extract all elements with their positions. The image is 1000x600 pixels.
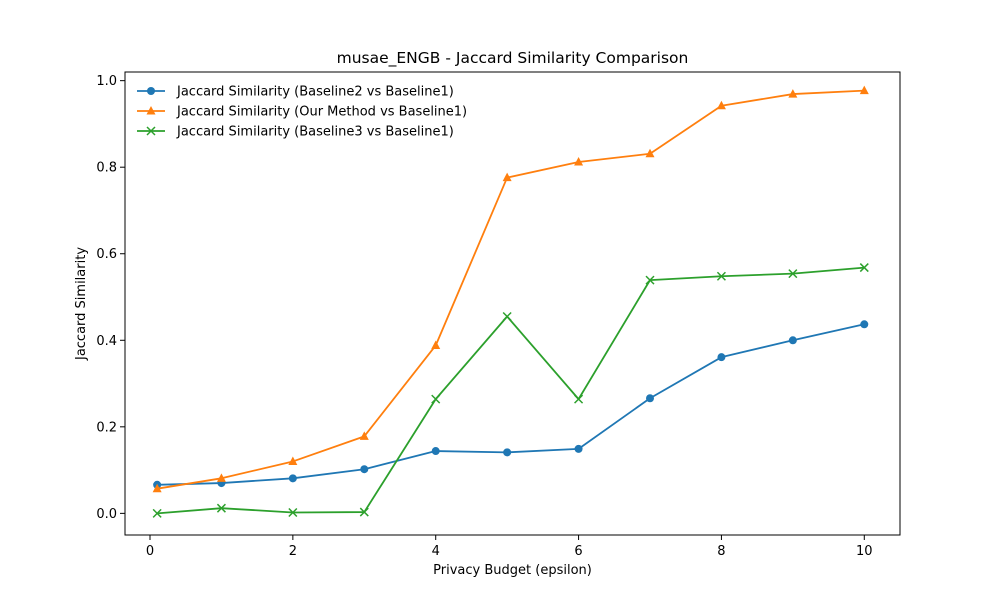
data-point-stroke [216, 503, 226, 513]
data-point-stroke [359, 507, 369, 517]
data-point [359, 507, 369, 517]
data-point [216, 473, 226, 482]
data-point [645, 275, 655, 285]
data-point [716, 100, 726, 110]
data-point-stroke [431, 394, 441, 404]
data-point [716, 271, 726, 281]
data-point [502, 172, 512, 182]
x-tick-label: 4 [432, 544, 440, 559]
data-point [147, 87, 155, 95]
data-point [152, 508, 162, 518]
data-point [574, 444, 583, 453]
data-point [146, 106, 156, 115]
series-1 [153, 320, 869, 489]
x-axis-title: Privacy Budget (epsilon) [433, 563, 592, 578]
data-point-stroke [574, 394, 584, 404]
series-3 [152, 263, 869, 518]
legend-item: Jaccard Similarity (Baseline2 vs Baselin… [137, 85, 454, 100]
x-tick-label: 10 [856, 544, 873, 559]
data-point [502, 311, 512, 322]
data-point [288, 507, 298, 518]
data-point [431, 447, 440, 456]
y-tick-label: 0.0 [96, 507, 117, 522]
data-point-stroke [788, 269, 798, 279]
data-point [859, 263, 869, 273]
data-point [146, 126, 156, 136]
data-point [431, 394, 441, 404]
data-point [574, 157, 584, 166]
data-point [859, 85, 869, 95]
x-tick-label: 8 [717, 544, 725, 559]
data-point [288, 474, 297, 483]
data-point [503, 448, 512, 457]
x-tick-label: 2 [289, 544, 297, 559]
legend-label: Jaccard Similarity (Baseline2 vs Baselin… [176, 85, 454, 100]
data-point [574, 394, 584, 404]
legend-label: Jaccard Similarity (Baseline3 vs Baselin… [176, 125, 454, 140]
legend-item: Jaccard Similarity (Baseline3 vs Baselin… [137, 125, 454, 140]
x-tick-label: 0 [146, 544, 154, 559]
data-point [360, 465, 369, 474]
data-point [216, 503, 226, 513]
y-tick-label: 0.4 [96, 334, 117, 349]
data-point-stroke [716, 271, 726, 281]
chart-title: musae_ENGB - Jaccard Similarity Comparis… [337, 49, 689, 68]
series-2 [152, 85, 869, 493]
data-point [288, 456, 298, 465]
data-point-stroke [502, 311, 512, 322]
data-point-stroke [152, 508, 162, 518]
y-tick-label: 1.0 [96, 74, 117, 89]
data-point-stroke [859, 263, 869, 273]
data-point [717, 353, 726, 362]
data-point-stroke [645, 275, 655, 285]
data-point [646, 394, 654, 403]
data-point [359, 431, 369, 440]
data-point-stroke [288, 507, 298, 518]
data-point [431, 340, 441, 349]
series-line [157, 266, 865, 515]
data-point [788, 336, 797, 345]
data-point [788, 269, 798, 279]
y-axis-title: Jaccard Similarity [74, 247, 89, 361]
series-line [156, 89, 865, 490]
y-tick-label: 0.2 [96, 420, 117, 435]
y-tick-label: 0.8 [96, 161, 117, 176]
y-tick-label: 0.6 [96, 247, 117, 262]
series-line [157, 323, 865, 486]
data-point [788, 89, 798, 98]
data-point-stroke [146, 126, 156, 136]
data-point [152, 483, 162, 493]
data-point [860, 320, 869, 329]
x-tick-label: 6 [574, 544, 582, 559]
data-point [645, 148, 655, 158]
legend-item: Jaccard Similarity (Our Method vs Baseli… [137, 105, 467, 120]
plot-area-frame [124, 71, 901, 536]
legend-label: Jaccard Similarity (Our Method vs Baseli… [176, 105, 467, 120]
